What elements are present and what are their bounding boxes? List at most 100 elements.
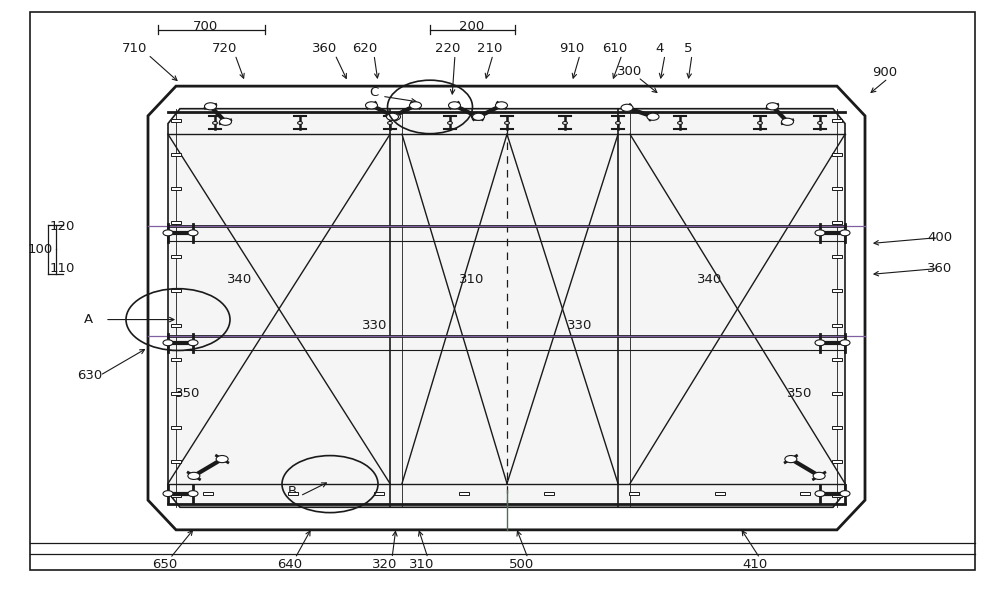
Bar bbox=[171, 324, 181, 327]
Circle shape bbox=[647, 113, 659, 121]
Circle shape bbox=[505, 122, 509, 124]
Circle shape bbox=[188, 230, 198, 236]
Text: 900: 900 bbox=[872, 66, 898, 79]
Bar bbox=[629, 492, 639, 495]
Circle shape bbox=[188, 472, 200, 479]
Text: 300: 300 bbox=[617, 65, 643, 78]
Circle shape bbox=[388, 122, 392, 124]
Text: 410: 410 bbox=[742, 558, 768, 571]
Circle shape bbox=[815, 340, 825, 346]
Bar bbox=[374, 492, 384, 495]
Circle shape bbox=[163, 230, 173, 236]
Circle shape bbox=[815, 230, 825, 236]
Polygon shape bbox=[168, 109, 845, 507]
Bar bbox=[832, 187, 842, 190]
Text: A: A bbox=[83, 313, 93, 326]
Text: 4: 4 bbox=[656, 42, 664, 55]
Text: 400: 400 bbox=[927, 231, 953, 244]
Text: 710: 710 bbox=[122, 42, 148, 55]
Circle shape bbox=[471, 113, 483, 121]
Circle shape bbox=[621, 105, 633, 112]
Text: 330: 330 bbox=[567, 319, 593, 332]
Circle shape bbox=[298, 122, 302, 124]
Bar bbox=[171, 460, 181, 463]
Text: 350: 350 bbox=[175, 387, 201, 400]
Circle shape bbox=[495, 102, 507, 109]
Text: 650: 650 bbox=[152, 558, 178, 571]
Circle shape bbox=[388, 113, 400, 121]
Text: B: B bbox=[287, 485, 297, 498]
Circle shape bbox=[366, 102, 378, 109]
Circle shape bbox=[563, 122, 567, 124]
Bar bbox=[832, 426, 842, 429]
Text: 310: 310 bbox=[409, 558, 435, 571]
Bar bbox=[171, 426, 181, 429]
Bar bbox=[832, 391, 842, 394]
Circle shape bbox=[782, 118, 794, 125]
Bar bbox=[459, 492, 469, 495]
Text: 910: 910 bbox=[559, 42, 585, 55]
Text: 610: 610 bbox=[602, 42, 628, 55]
Text: 210: 210 bbox=[477, 42, 503, 55]
Text: 330: 330 bbox=[362, 319, 388, 332]
Bar bbox=[288, 492, 298, 495]
Circle shape bbox=[216, 456, 228, 463]
Circle shape bbox=[163, 340, 173, 346]
Circle shape bbox=[678, 122, 682, 124]
Circle shape bbox=[818, 122, 822, 124]
Text: 360: 360 bbox=[312, 42, 338, 55]
Circle shape bbox=[188, 340, 198, 346]
Bar bbox=[832, 119, 842, 122]
Circle shape bbox=[213, 122, 217, 124]
Bar bbox=[171, 391, 181, 394]
Bar bbox=[832, 494, 842, 497]
Bar bbox=[171, 289, 181, 292]
Text: 500: 500 bbox=[509, 558, 535, 571]
Circle shape bbox=[840, 491, 850, 497]
Circle shape bbox=[163, 491, 173, 497]
Text: 110: 110 bbox=[49, 262, 75, 275]
Bar bbox=[171, 187, 181, 190]
Circle shape bbox=[220, 118, 232, 125]
Text: 340: 340 bbox=[697, 273, 723, 286]
Text: 100: 100 bbox=[27, 243, 53, 256]
Bar bbox=[171, 119, 181, 122]
Circle shape bbox=[473, 113, 485, 121]
Bar bbox=[171, 222, 181, 225]
Circle shape bbox=[840, 340, 850, 346]
Text: 5: 5 bbox=[684, 42, 692, 55]
Text: 120: 120 bbox=[49, 220, 75, 233]
Circle shape bbox=[616, 122, 620, 124]
Circle shape bbox=[409, 102, 421, 109]
Circle shape bbox=[448, 122, 452, 124]
Circle shape bbox=[205, 103, 216, 110]
Text: 630: 630 bbox=[77, 369, 103, 382]
Circle shape bbox=[188, 491, 198, 497]
Bar bbox=[832, 222, 842, 225]
Bar bbox=[544, 492, 554, 495]
Text: 640: 640 bbox=[277, 558, 303, 571]
Text: 340: 340 bbox=[227, 273, 253, 286]
Circle shape bbox=[767, 103, 779, 110]
Circle shape bbox=[758, 122, 762, 124]
Text: 620: 620 bbox=[352, 42, 378, 55]
Circle shape bbox=[387, 113, 399, 121]
Circle shape bbox=[449, 102, 461, 109]
Text: 310: 310 bbox=[459, 273, 485, 286]
Bar bbox=[171, 358, 181, 361]
Text: 720: 720 bbox=[212, 42, 238, 55]
Bar bbox=[832, 460, 842, 463]
Circle shape bbox=[785, 456, 797, 463]
Text: 220: 220 bbox=[435, 42, 461, 55]
Text: 360: 360 bbox=[927, 262, 953, 275]
Text: 320: 320 bbox=[372, 558, 398, 571]
Bar bbox=[800, 492, 810, 495]
Circle shape bbox=[813, 472, 825, 479]
Bar bbox=[832, 255, 842, 258]
Bar bbox=[171, 494, 181, 497]
Text: C: C bbox=[369, 86, 379, 99]
Text: 700: 700 bbox=[192, 20, 218, 33]
Circle shape bbox=[815, 491, 825, 497]
Circle shape bbox=[840, 230, 850, 236]
Bar bbox=[715, 492, 725, 495]
